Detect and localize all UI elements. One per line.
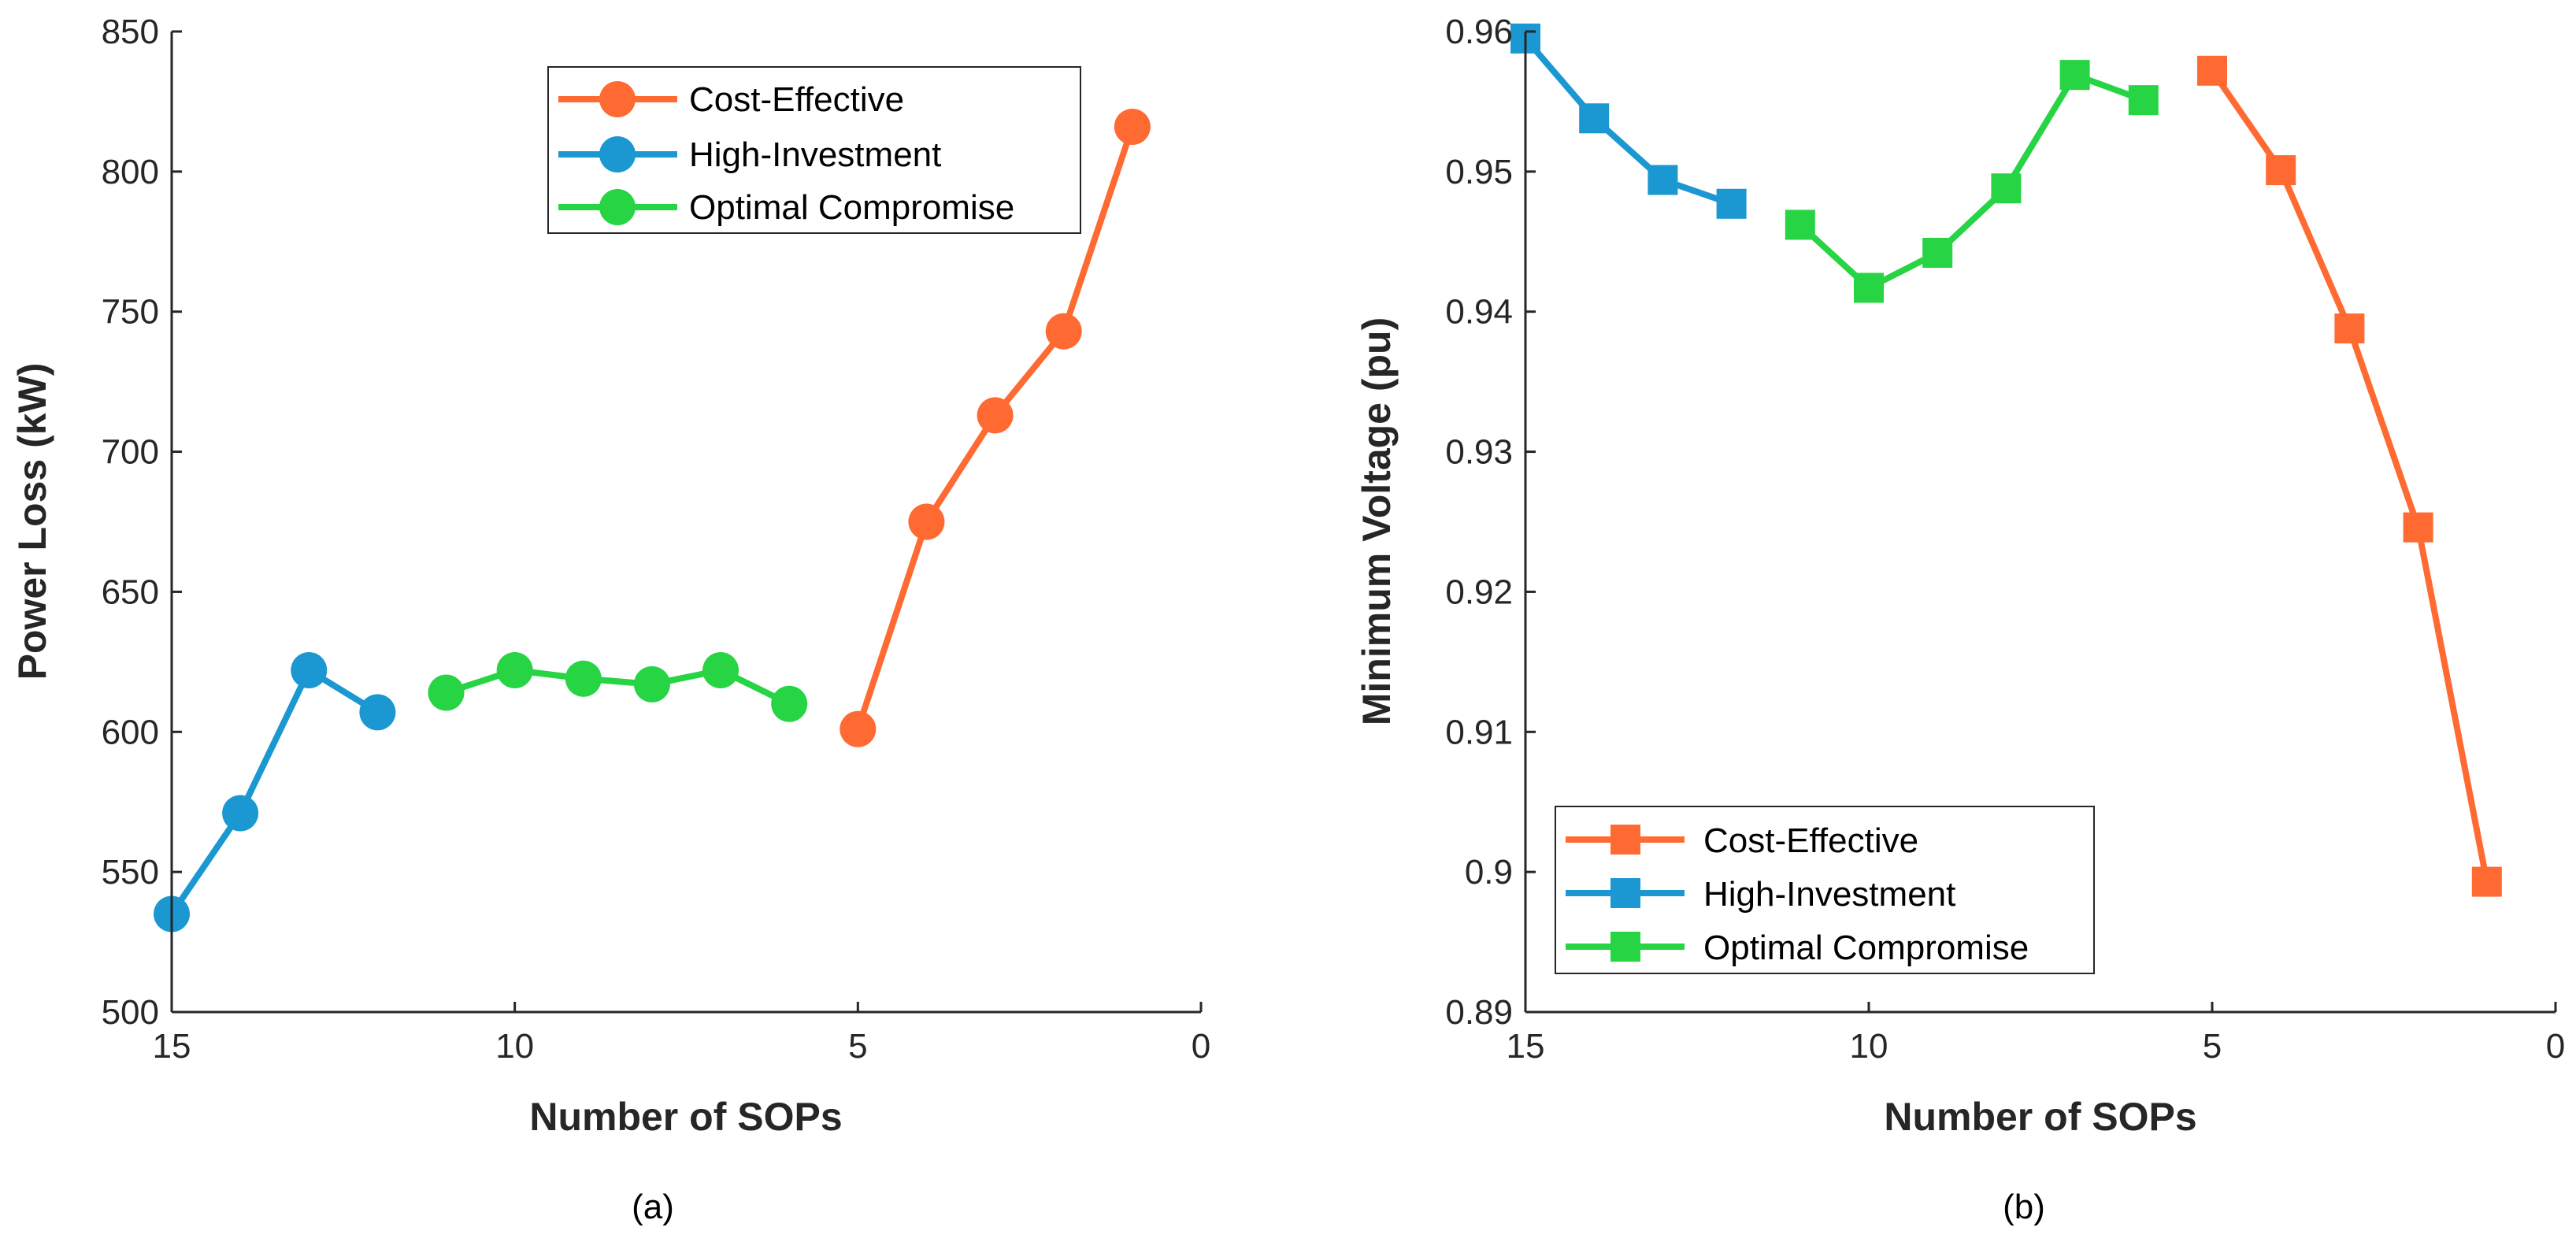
panel-a-cost-effective-point <box>1045 313 1082 350</box>
panel-a-x-tick-label: 0 <box>1192 1027 1210 1066</box>
panel-b-x-tick-label: 15 <box>1507 1027 1545 1066</box>
panel-a-caption: (a) <box>632 1188 674 1226</box>
panel-a-y-ticks: 500 550 600 650 700 750 800 850 <box>102 13 182 1032</box>
panel-b-series-optimal-compromise-line <box>1798 72 2145 291</box>
panel-a-optimal-compromise-point <box>565 660 602 697</box>
panel-a-y-tick-label: 550 <box>102 853 159 892</box>
panel-a-cost-effective-point <box>1114 108 1151 145</box>
panel-a-x-tick-label: 5 <box>848 1027 867 1066</box>
panel-b-high-investment-point <box>1579 103 1610 134</box>
panel-b-x-tick-label: 0 <box>2546 1027 2565 1066</box>
panel-b-x-tick-label: 10 <box>1850 1027 1888 1066</box>
panel-b-y-tick-label: 0.93 <box>1445 433 1513 472</box>
panel-b-legend: Cost-Effective High-Investment Optimal C… <box>1555 806 2095 974</box>
panel-a-high-investment-point <box>291 652 328 689</box>
legend-a-high-investment-label: High-Investment <box>689 135 941 174</box>
panel-b-cost-effective-point <box>2266 155 2296 186</box>
legend-b-optimal-compromise-label: Optimal Compromise <box>1703 929 2029 967</box>
panel-a-y-tick-label: 800 <box>102 153 159 191</box>
panel-a-optimal-compromise-point <box>771 685 808 722</box>
panel-a-cost-effective-point <box>977 397 1014 434</box>
panel-a-cost-effective-point <box>908 503 945 540</box>
panel-b-axes <box>1524 32 2556 1014</box>
legend-b-optimal-compromise-marker <box>1610 932 1640 962</box>
legend-a-high-investment-marker <box>599 136 636 172</box>
legend-b-high-investment-label: High-Investment <box>1703 875 1955 914</box>
panel-b-x-tick-label: 5 <box>2203 1027 2222 1066</box>
panel-b-series-cost-effective-line <box>2209 69 2490 883</box>
panel-b-y-tick-label: 0.95 <box>1445 153 1513 191</box>
panel-a-y-tick-label: 600 <box>102 713 159 751</box>
panel-b-y-ticks: 0.89 0.9 0.91 0.92 0.93 0.94 0.95 0.96 <box>1445 13 1536 1032</box>
panel-a-cost-effective-point <box>840 710 877 747</box>
panel-a-x-tick-label: 10 <box>495 1027 534 1066</box>
panel-a-y-tick-label: 500 <box>102 993 159 1032</box>
panel-a-optimal-compromise-point <box>702 652 739 689</box>
panel-a-y-tick-label: 750 <box>102 293 159 332</box>
legend-a-cost-effective-marker <box>599 81 636 117</box>
panel-a-high-investment-point <box>359 694 396 731</box>
panel-b-x-ticks: 15 10 5 0 <box>1507 1002 2565 1066</box>
legend-b-cost-effective-label: Cost-Effective <box>1703 821 1918 860</box>
panel-b-high-investment-point <box>1716 188 1747 219</box>
panel-b-cost-effective-point <box>2471 866 2502 897</box>
panel-b-cost-effective-point <box>2403 512 2433 543</box>
legend-a-optimal-compromise-marker <box>599 189 636 225</box>
panel-b-caption: (b) <box>2003 1188 2045 1226</box>
panel-a-y-axis-title: Power Loss (kW) <box>10 363 54 680</box>
panel-b-cost-effective-point <box>2197 55 2227 86</box>
panel-a-optimal-compromise-point <box>496 652 533 689</box>
panel-a-y-tick-label: 700 <box>102 433 159 472</box>
panel-a-axes <box>170 32 1201 1014</box>
panel-b-optimal-compromise-point <box>1785 209 1815 240</box>
panel-b-optimal-compromise-point <box>1922 238 1953 269</box>
legend-a-optimal-compromise-label: Optimal Compromise <box>689 188 1014 227</box>
legend-b-high-investment-marker <box>1610 878 1640 908</box>
panel-b-y-tick-label: 0.91 <box>1445 713 1513 751</box>
panel-a-x-ticks: 15 10 5 0 <box>153 1002 1210 1066</box>
panel-b-y-tick-label: 0.89 <box>1445 993 1513 1032</box>
panel-b-x-axis-title: Number of SOPs <box>1884 1095 2196 1139</box>
legend-a-cost-effective-label: Cost-Effective <box>689 80 904 119</box>
panel-b-optimal-compromise-point <box>2059 60 2090 91</box>
panel-a-series-high-investment-line <box>169 667 380 916</box>
panel-b-high-investment-point <box>1648 165 1678 195</box>
panel-a-y-tick-label: 650 <box>102 573 159 611</box>
panel-b-optimal-compromise-point <box>2128 85 2159 116</box>
legend-b-cost-effective-marker <box>1610 825 1640 855</box>
panel-b-cost-effective-point <box>2334 313 2365 344</box>
panel-a-x-axis-title: Number of SOPs <box>529 1095 842 1139</box>
panel-a-y-tick-label: 850 <box>102 13 159 51</box>
panel-b-y-axis-title: Minimum Voltage (pu) <box>1355 317 1399 725</box>
panel-b-series <box>1510 23 2502 897</box>
panel-b-optimal-compromise-point <box>1854 272 1884 303</box>
panel-a-optimal-compromise-point <box>428 674 465 711</box>
panel-b-y-tick-label: 0.9 <box>1465 853 1513 892</box>
panel-b-y-tick-label: 0.92 <box>1445 573 1513 611</box>
panel-b-series-high-investment-line <box>1522 36 1733 207</box>
panel-b-y-tick-label: 0.94 <box>1445 293 1513 332</box>
panel-a-high-investment-point <box>222 795 259 832</box>
panel-b-minimum-voltage: 15 10 5 0 0.89 0.9 0.91 0.92 0.93 0.94 0.95 0.96 N… <box>1355 13 2565 1226</box>
panel-a-legend: Cost-Effective High-Investment Optimal C… <box>547 66 1081 234</box>
panel-b-optimal-compromise-point <box>1991 173 2022 204</box>
panel-a-series <box>154 108 1151 932</box>
panel-a-power-loss: 15 10 5 0 500 550 600 650 700 750 800 850 Number o… <box>10 13 1210 1226</box>
panel-a-x-tick-label: 15 <box>153 1027 191 1066</box>
panel-b-y-tick-label: 0.96 <box>1445 13 1513 51</box>
panel-a-optimal-compromise-point <box>633 665 670 703</box>
